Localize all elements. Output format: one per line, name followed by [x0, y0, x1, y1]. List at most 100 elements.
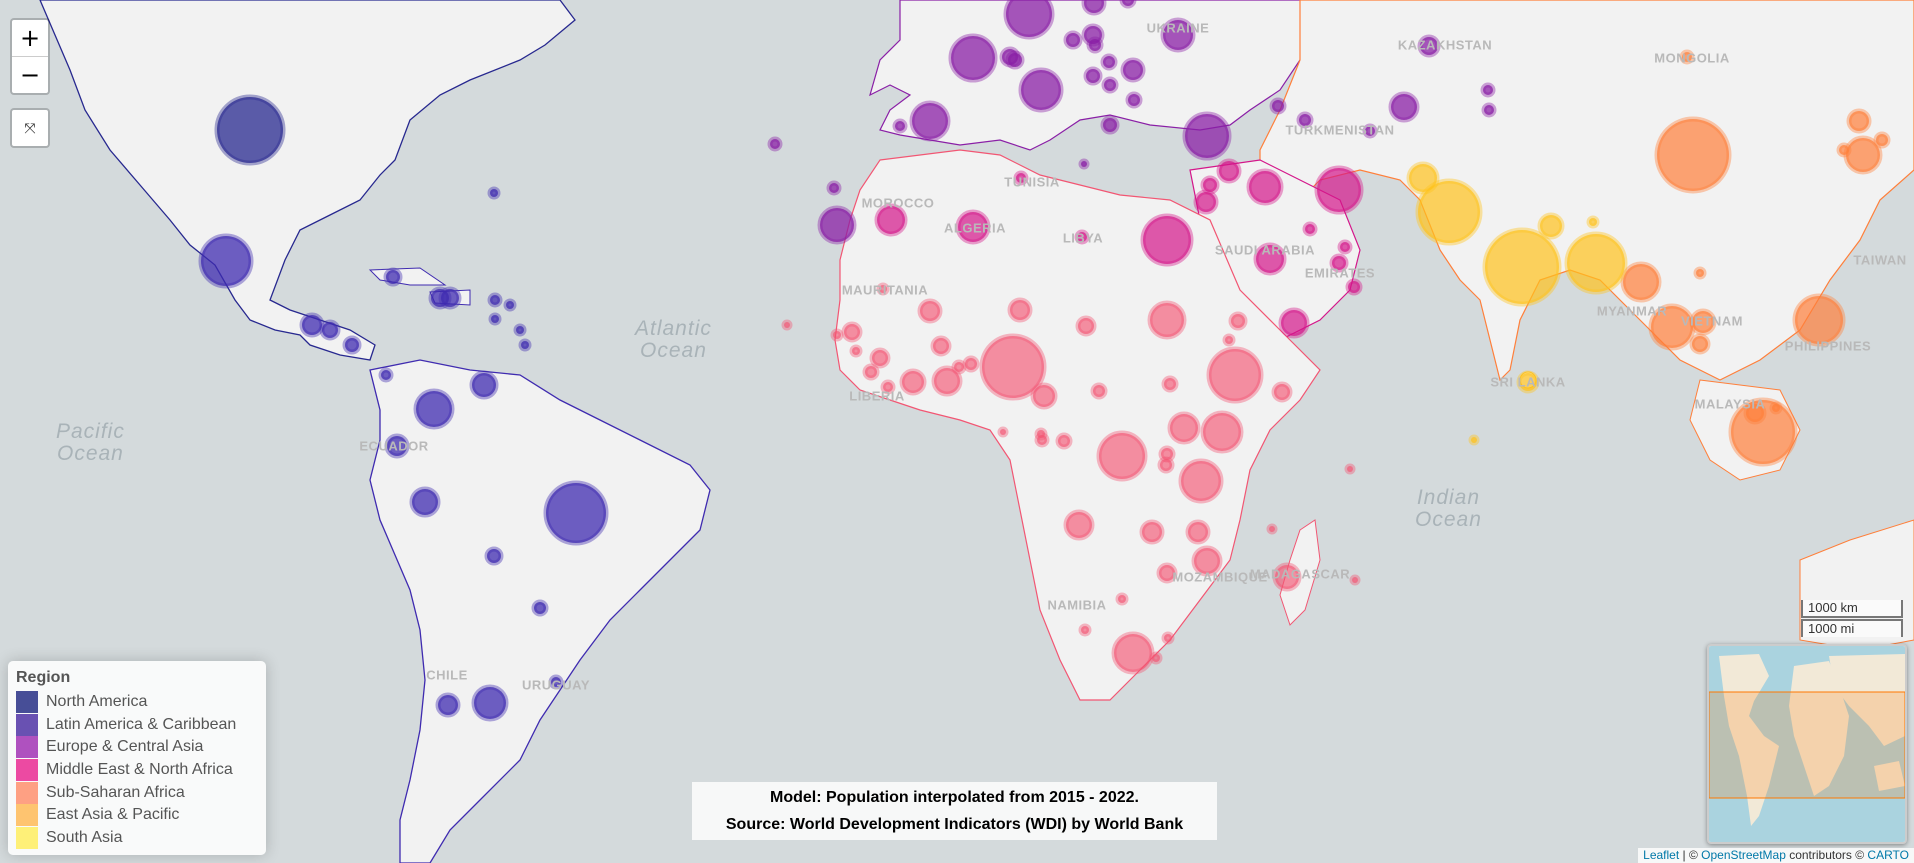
bubble-brazil[interactable]	[543, 480, 609, 546]
bubble-botswana[interactable]	[1115, 592, 1129, 606]
bubble-namibia[interactable]	[1078, 623, 1092, 637]
bubble-uganda[interactable]	[1167, 411, 1201, 445]
bubble-djibouti[interactable]	[1222, 333, 1236, 347]
bubble-eq-guinea[interactable]	[1034, 427, 1048, 441]
bubble-greece[interactable]	[1100, 115, 1120, 135]
bubble-eritrea[interactable]	[1228, 311, 1248, 331]
minimap[interactable]	[1707, 644, 1907, 844]
bubble-mexico[interactable]	[198, 233, 254, 289]
bubble-bulgaria[interactable]	[1101, 76, 1119, 94]
bubble-sudan[interactable]	[1147, 300, 1187, 340]
zoom-in-button[interactable]: +	[19, 24, 41, 52]
bubble-malta[interactable]	[1078, 158, 1090, 170]
bubble-france[interactable]	[948, 33, 998, 83]
bubble-uae[interactable]	[1329, 253, 1349, 273]
bubble-lesotho[interactable]	[1149, 651, 1163, 665]
zoom-out-button[interactable]: −	[12, 56, 48, 93]
bubble-belarus[interactable]	[1081, 0, 1107, 16]
bubble-burkina[interactable]	[930, 335, 952, 357]
bubble-benin[interactable]	[951, 359, 967, 375]
bubble-ethiopia[interactable]	[1206, 346, 1264, 404]
bubble-philippines[interactable]	[1792, 293, 1846, 347]
bubble-mauritius[interactable]	[1349, 574, 1361, 586]
bubble-antilles-2[interactable]	[503, 298, 517, 312]
bubble-argentina[interactable]	[471, 684, 509, 722]
bubble-antilles-1[interactable]	[488, 312, 502, 326]
bubble-bolivia[interactable]	[484, 546, 504, 566]
bubble-malaysia[interactable]	[1743, 401, 1767, 425]
bubble-mali[interactable]	[917, 298, 943, 324]
bubble-algeria[interactable]	[955, 209, 991, 245]
bubble-niger[interactable]	[1007, 297, 1033, 323]
bubble-sierra-leone[interactable]	[862, 363, 880, 381]
bubble-libya[interactable]	[1074, 229, 1090, 245]
bubble-seychelles[interactable]	[1344, 463, 1356, 475]
bubble-nigeria[interactable]	[979, 333, 1047, 401]
bubble-tanzania[interactable]	[1178, 458, 1224, 504]
bubble-egypt[interactable]	[1140, 213, 1194, 267]
bubble-peru[interactable]	[409, 486, 441, 518]
bubble-pakistan[interactable]	[1415, 178, 1483, 246]
bubble-tunisia[interactable]	[1013, 170, 1029, 186]
bubble-iraq[interactable]	[1246, 168, 1284, 206]
bubble-uruguay[interactable]	[548, 674, 564, 690]
bubble-cote-divoire[interactable]	[899, 368, 927, 396]
bubble-ghana[interactable]	[931, 365, 963, 397]
bubble-iran[interactable]	[1314, 165, 1364, 215]
bubble-laos[interactable]	[1693, 266, 1707, 280]
bubble-gambia[interactable]	[830, 328, 844, 342]
bubble-madeira[interactable]	[826, 180, 842, 196]
bubble-zimbabwe[interactable]	[1156, 562, 1178, 584]
bubble-dominican-republic[interactable]	[428, 286, 452, 310]
bubble-oman[interactable]	[1345, 278, 1363, 296]
bubble-somalia[interactable]	[1271, 381, 1293, 403]
bubble-south-africa[interactable]	[1111, 631, 1155, 675]
bubble-saudi-arabia[interactable]	[1253, 242, 1287, 276]
bubble-myanmar[interactable]	[1620, 261, 1662, 303]
bubble-mongolia[interactable]	[1679, 49, 1695, 65]
bubble-north-korea[interactable]	[1836, 142, 1852, 158]
bubble-eswatini[interactable]	[1161, 631, 1175, 645]
bubble-madagascar[interactable]	[1272, 562, 1302, 592]
bubble-qatar[interactable]	[1337, 239, 1353, 255]
osm-link[interactable]: OpenStreetMap	[1701, 848, 1786, 862]
bubble-morocco-eca[interactable]	[817, 205, 857, 245]
bubble-macedonia[interactable]	[1125, 91, 1143, 109]
leaflet-link[interactable]: Leaflet	[1643, 848, 1680, 862]
bubble-lithuania[interactable]	[1119, 0, 1137, 9]
bubble-cambodia[interactable]	[1689, 333, 1711, 355]
bubble-venezuela[interactable]	[469, 370, 499, 400]
bubble-singapore[interactable]	[1769, 401, 1783, 415]
bubble-syria[interactable]	[1216, 158, 1242, 184]
bubble-serbia[interactable]	[1083, 66, 1103, 86]
bubble-nicaragua[interactable]	[342, 335, 362, 355]
bubble-mauritania[interactable]	[876, 282, 890, 296]
bubble-angola[interactable]	[1063, 509, 1095, 541]
bubble-malawi[interactable]	[1185, 519, 1211, 545]
bubble-kenya[interactable]	[1200, 410, 1244, 454]
bubble-south-korea[interactable]	[1846, 108, 1872, 134]
bubble-india[interactable]	[1482, 227, 1562, 307]
bubble-mozambique[interactable]	[1191, 545, 1223, 577]
bubble-usa[interactable]	[214, 94, 286, 166]
bubble-georgia[interactable]	[1362, 123, 1378, 139]
bubble-azores[interactable]	[767, 136, 783, 152]
bubble-jordan[interactable]	[1193, 189, 1219, 215]
bubble-italy[interactable]	[1018, 67, 1064, 113]
bubble-afghanistan[interactable]	[1406, 161, 1440, 195]
bubble-uzbekistan[interactable]	[1388, 91, 1420, 123]
minimap-viewport[interactable]	[1709, 691, 1905, 799]
bubble-ukraine[interactable]	[1160, 17, 1196, 53]
bubble-panama[interactable]	[378, 367, 394, 383]
bubble-chile[interactable]	[435, 692, 461, 718]
bubble-taiwan[interactable]	[1873, 131, 1891, 149]
bubble-antilles-4[interactable]	[518, 338, 532, 352]
bubble-austria[interactable]	[1005, 50, 1025, 70]
bubble-south-sudan[interactable]	[1161, 375, 1179, 393]
bubble-japan[interactable]	[1843, 135, 1883, 175]
bubble-maldives[interactable]	[1468, 434, 1480, 446]
bubble-vietnam[interactable]	[1689, 308, 1717, 336]
bubble-bhutan[interactable]	[1586, 215, 1600, 229]
bubble-burundi[interactable]	[1157, 456, 1175, 474]
bubble-spain[interactable]	[909, 100, 951, 142]
